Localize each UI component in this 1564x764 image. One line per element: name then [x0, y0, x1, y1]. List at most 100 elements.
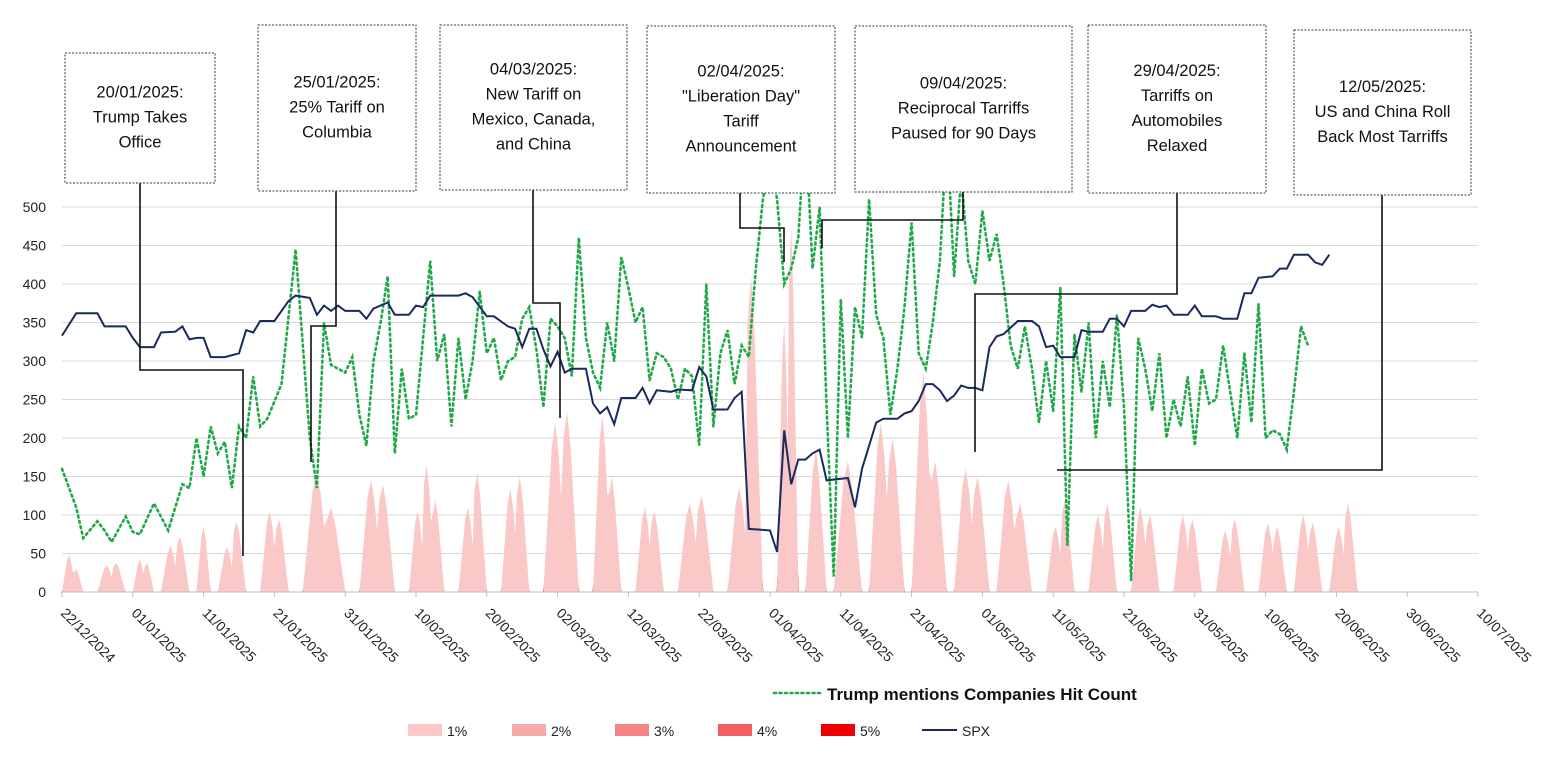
annotation-connector — [139, 183, 244, 556]
area-1pct — [302, 472, 346, 592]
annotation-box — [1293, 29, 1472, 196]
area-1pct — [678, 495, 714, 592]
area-1pct — [1216, 518, 1245, 592]
annotation-text: US and China Roll — [1315, 103, 1451, 121]
legend-label-1pct: 1% — [447, 723, 467, 739]
annotation-text: 04/03/2025: — [490, 61, 577, 79]
area-1pct — [593, 414, 622, 592]
legend-swatch-1pct — [408, 724, 442, 736]
area-1pct — [1131, 507, 1160, 592]
legend-label-2pct: 2% — [551, 723, 571, 739]
annotation-box — [854, 25, 1073, 193]
area-1pct — [869, 422, 905, 592]
annotation-text: Trump Takes — [93, 109, 187, 127]
area-1pct — [97, 562, 126, 592]
y-tick-label: 250 — [23, 392, 47, 408]
area-1pct — [1173, 515, 1202, 592]
area-1pct — [805, 449, 827, 592]
annotation-connector — [310, 191, 337, 462]
legend-label-3pct: 3% — [654, 723, 674, 739]
area-1pct — [161, 536, 190, 592]
annotation-text: Paused for 90 Days — [891, 125, 1036, 143]
annotation-box — [1087, 24, 1267, 194]
annotation-text: Announcement — [686, 138, 797, 156]
annotation-box — [64, 52, 216, 184]
annotation-text: Reciprocal Tarriffs — [898, 100, 1029, 118]
area-1pct — [911, 372, 947, 592]
area-1pct — [727, 276, 763, 592]
annotation-text: Mexico, Canada, — [472, 111, 596, 129]
area-1pct — [132, 559, 154, 592]
area-1pct — [458, 472, 487, 592]
annotation-box — [257, 24, 417, 192]
annotation-text: New Tariff on — [486, 86, 582, 104]
legend: Trump mentions Companies Hit Count 1% 2% 3%… — [408, 685, 1137, 739]
series-lines — [60, 122, 1331, 581]
annotation-text: 29/04/2025: — [1133, 62, 1220, 80]
annotation-text: Columbia — [302, 124, 373, 142]
annotation-text: 25% Tariff on — [289, 99, 385, 117]
legend-swatch-4pct — [718, 724, 752, 736]
area-1pct — [954, 468, 990, 592]
y-tick-label: 300 — [23, 353, 47, 369]
annotation-text: Office — [119, 134, 162, 152]
y-tick-label: 350 — [23, 315, 47, 331]
area-1pct — [196, 526, 211, 592]
legend-label-spx: SPX — [962, 723, 991, 739]
annotation-text: 12/05/2025: — [1339, 78, 1426, 96]
annotation-connectors — [139, 183, 1383, 556]
legend-swatch-2pct — [512, 724, 546, 736]
annotation-text: Back Most Tarriffs — [1317, 128, 1448, 146]
series-line-trump-mentions — [60, 122, 1310, 581]
annotation-text: "Liberation Day" — [682, 88, 800, 106]
annotation-text: 25/01/2025: — [293, 74, 380, 92]
annotation-connector — [739, 193, 785, 262]
legend-label-5pct: 5% — [860, 723, 880, 739]
y-tick-label: 200 — [23, 430, 47, 446]
y-tick-label: 150 — [23, 469, 47, 485]
annotation-text: Tariff — [723, 113, 759, 131]
area-1pct — [543, 411, 579, 592]
legend-label-trump-mentions: Trump mentions Companies Hit Count — [827, 685, 1137, 704]
area-1pct — [62, 555, 84, 592]
y-tick-label: 100 — [23, 507, 47, 523]
annotation-text: 02/04/2025: — [697, 63, 784, 81]
annotation-text: 09/04/2025: — [920, 75, 1007, 93]
annotation-text: Automobiles — [1132, 112, 1223, 130]
annotations: 20/01/2025: Trump Takes Office 25/01/2025: 2… — [64, 24, 1472, 196]
area-1pct — [260, 511, 289, 592]
area-1pct — [1293, 515, 1323, 592]
y-tick-label: 50 — [30, 546, 46, 562]
area-1pct — [1088, 503, 1117, 592]
annotation-text: and China — [496, 136, 572, 154]
y-tick-label: 400 — [23, 276, 47, 292]
area-1pct — [408, 464, 445, 592]
area-1pct — [1329, 503, 1358, 592]
area-1pct — [777, 226, 799, 593]
annotation-connector — [1057, 195, 1383, 471]
annotation-connector — [532, 190, 561, 418]
annotation-text: Relaxed — [1147, 137, 1208, 155]
area-1pct — [217, 521, 247, 592]
legend-swatch-5pct — [821, 724, 855, 736]
area-1pct — [833, 461, 862, 592]
impact-areas — [60, 226, 1359, 593]
series-line-spx — [61, 253, 1331, 553]
area-1pct — [1258, 522, 1287, 592]
y-tick-label: 500 — [23, 199, 47, 215]
y-tick-label: 450 — [23, 238, 47, 254]
area-1pct — [635, 507, 664, 592]
legend-label-4pct: 4% — [757, 723, 777, 739]
annotation-text: 20/01/2025: — [96, 84, 183, 102]
area-1pct — [501, 476, 530, 592]
area-1pct — [359, 480, 395, 592]
annotation-box — [646, 25, 836, 194]
annotation-connector — [974, 193, 1178, 452]
area-1pct — [996, 480, 1032, 592]
legend-swatch-3pct — [615, 724, 649, 736]
y-tick-label: 0 — [38, 584, 46, 600]
annotation-text: Tarriffs on — [1141, 87, 1213, 105]
annotation-connector — [821, 192, 964, 248]
annotation-box — [439, 24, 628, 191]
